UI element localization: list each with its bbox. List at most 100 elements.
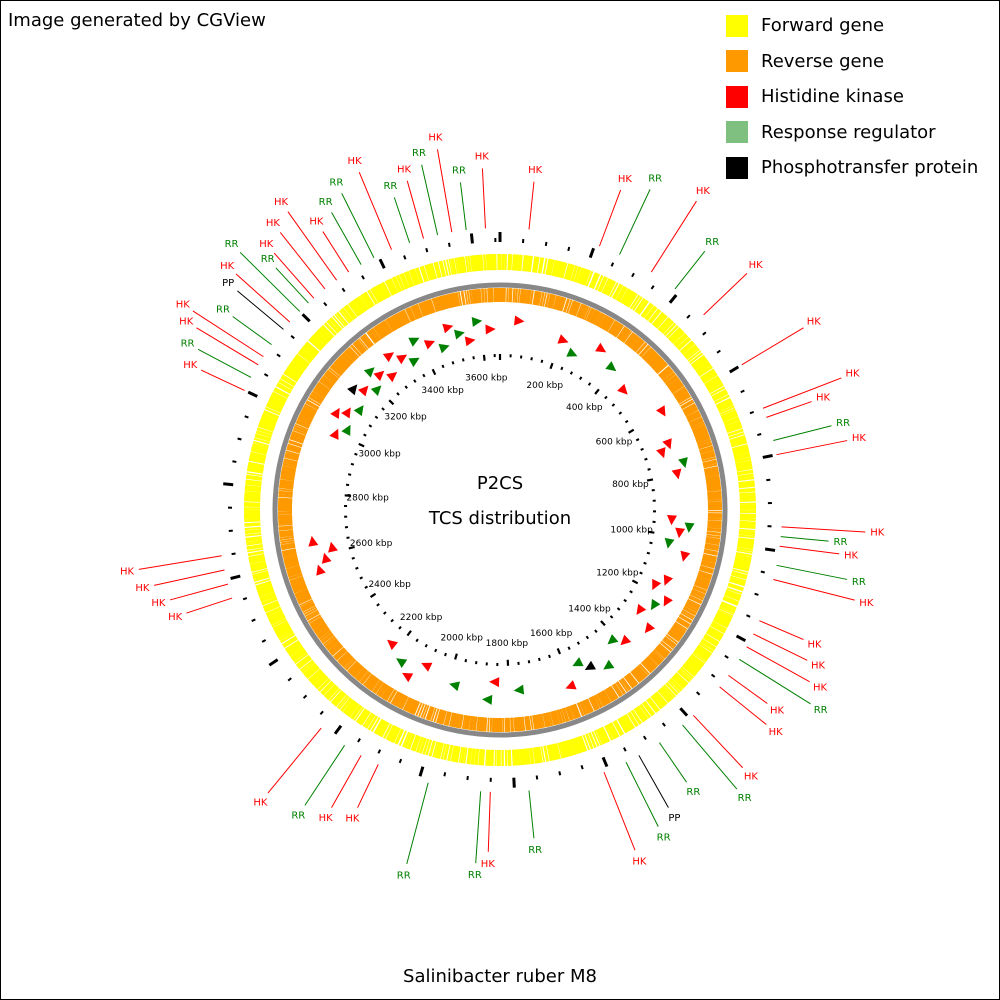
reverse-gene-mark: [707, 525, 722, 529]
tcs-marker-hk: [464, 336, 476, 347]
reverse-gene-mark: [645, 656, 658, 669]
forward-gene-mark: [701, 371, 717, 382]
reverse-gene-mark: [309, 393, 323, 403]
reverse-gene-mark: [293, 425, 308, 434]
forward-gene-mark: [737, 545, 754, 550]
reverse-gene-mark: [640, 661, 652, 674]
reverse-gene-mark: [322, 375, 335, 386]
forward-gene-mark: [246, 540, 263, 544]
forward-gene-mark: [692, 357, 708, 369]
forward-gene-mark: [723, 416, 739, 424]
forward-gene-mark: [738, 484, 755, 489]
forward-gene-mark: [523, 255, 529, 272]
forward-gene-mark: [293, 652, 309, 664]
reverse-gene-mark: [280, 540, 295, 545]
forward-gene-mark: [716, 610, 733, 620]
tcs-marker-hk: [321, 552, 332, 564]
reverse-gene-mark: [662, 639, 675, 650]
forward-gene-mark: [362, 292, 374, 308]
forward-gene-mark: [606, 280, 617, 297]
tcs-markers: [308, 315, 695, 705]
reverse-gene-mark: [290, 578, 305, 586]
reverse-gene-mark: [303, 403, 318, 413]
callout-label-hk: HK: [309, 216, 324, 227]
reverse-gene-mark: [626, 674, 637, 687]
reverse-gene-mark: [279, 533, 294, 538]
forward-gene-mark: [249, 560, 266, 567]
forward-gene-mark: [269, 614, 286, 624]
callout-label-hk: HK: [844, 550, 859, 561]
reverse-gene-mark: [358, 338, 369, 351]
forward-gene-mark: [713, 617, 729, 627]
forward-gene-mark: [592, 273, 600, 290]
tcs-marker-rr: [566, 347, 578, 357]
forward-gene-mark: [563, 263, 571, 280]
scale-label: 2200 kbp: [400, 613, 443, 623]
reverse-gene-mark: [297, 415, 312, 424]
reverse-gene-mark: [617, 327, 629, 341]
reverse-gene-mark: [519, 288, 524, 304]
reverse-gene-mark: [661, 370, 674, 381]
forward-gene-mark: [636, 299, 648, 314]
reverse-gene-mark: [429, 298, 436, 313]
reverse-gene-mark: [402, 309, 411, 324]
reverse-gene-mark: [663, 636, 677, 647]
reverse-gene-mark: [649, 356, 663, 368]
forward-gene-mark: [451, 258, 457, 275]
tcs-marker-hk: [402, 672, 414, 683]
callout-line: [719, 686, 767, 725]
scale-minor-tick: [548, 654, 551, 659]
forward-gene-mark: [617, 287, 628, 303]
reverse-gene-mark: [331, 644, 344, 656]
forward-gene-mark: [523, 748, 528, 765]
forward-gene-mark: [321, 324, 335, 338]
forward-gene-mark: [250, 448, 268, 456]
outer-minor-tick: [261, 639, 267, 643]
reverse-gene-mark: [415, 303, 423, 318]
reverse-gene-mark: [562, 707, 570, 722]
forward-gene-mark: [425, 264, 433, 281]
reverse-gene-mark: [447, 293, 453, 308]
forward-gene-mark: [358, 295, 370, 310]
reverse-gene-mark: [704, 472, 720, 478]
forward-gene-mark: [736, 549, 753, 554]
forward-gene-mark: [254, 578, 271, 585]
forward-gene-mark: [313, 332, 328, 346]
forward-gene-mark: [734, 557, 751, 565]
forward-gene-mark: [244, 530, 262, 534]
reverse-gene-mark: [529, 715, 534, 730]
reverse-gene-mark: [707, 493, 722, 498]
reverse-gene-mark: [287, 443, 302, 451]
reverse-gene-mark: [443, 711, 450, 726]
forward-gene-mark: [702, 635, 718, 647]
forward-gene-mark: [735, 460, 752, 467]
forward-gene-mark: [540, 746, 546, 763]
forward-gene-mark: [345, 304, 358, 319]
callout-line: [138, 555, 222, 570]
forward-gene-mark: [288, 363, 304, 375]
reverse-gene-mark: [696, 436, 711, 444]
forward-gene-mark: [430, 263, 437, 279]
reverse-gene-mark: [489, 717, 493, 732]
forward-gene-mark: [248, 458, 265, 464]
forward-gene-mark: [725, 589, 742, 598]
forward-gene-mark: [565, 740, 573, 757]
reverse-gene-mark: [442, 294, 450, 310]
reverse-gene-mark: [430, 707, 437, 722]
forward-gene-mark: [392, 727, 401, 744]
callout-line: [481, 168, 486, 229]
legend-label: Response regulator: [761, 121, 936, 143]
forward-gene-mark: [559, 261, 566, 278]
forward-gene-mark: [718, 606, 735, 616]
forward-gene-mark: [727, 584, 744, 592]
forward-gene-mark: [254, 434, 271, 442]
forward-gene-mark: [309, 336, 324, 350]
forward-gene-mark: [552, 743, 559, 760]
tcs-marker-hk: [671, 468, 682, 480]
scale-minor-tick: [587, 382, 592, 386]
reverse-gene-mark: [281, 545, 296, 551]
forward-gene-mark: [362, 712, 374, 728]
reverse-gene-mark: [687, 414, 702, 423]
scale-minor-tick: [383, 611, 387, 615]
reverse-gene-mark: [415, 702, 423, 716]
